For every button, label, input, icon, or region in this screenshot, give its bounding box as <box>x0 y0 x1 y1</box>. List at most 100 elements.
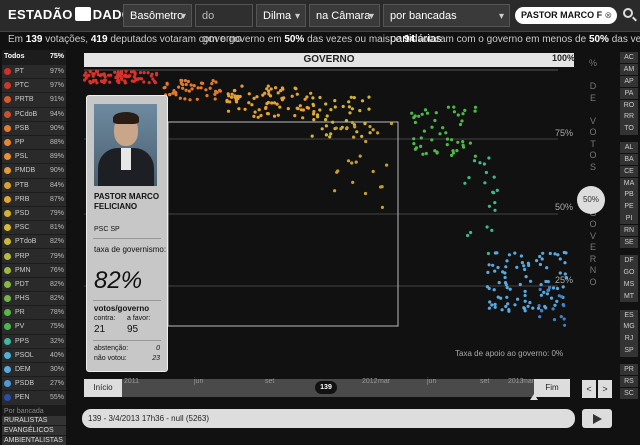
deputy-dot[interactable] <box>132 75 136 79</box>
deputy-dot[interactable] <box>452 110 456 114</box>
deputy-dot[interactable] <box>492 288 496 292</box>
deputy-dot[interactable] <box>493 201 497 205</box>
deputy-dot[interactable] <box>528 301 532 305</box>
deputy-dot[interactable] <box>348 111 352 115</box>
deputy-dot[interactable] <box>487 306 491 310</box>
state-item[interactable]: RS <box>620 375 638 387</box>
sidebar-item-all[interactable]: Todos 75% <box>2 50 66 65</box>
deputy-dot[interactable] <box>376 131 380 135</box>
deputy-dot[interactable] <box>469 230 473 235</box>
logo[interactable]: ESTADÃO DADOS <box>8 7 141 22</box>
deputy-dot[interactable] <box>541 251 545 255</box>
deputy-dot[interactable] <box>522 306 526 310</box>
deputy-dot[interactable] <box>195 97 199 101</box>
deputy-dot[interactable] <box>520 261 524 265</box>
deputy-dot[interactable] <box>358 154 362 158</box>
sidebar-item-bench[interactable]: RURALISTAS <box>2 415 66 425</box>
deputy-dot[interactable] <box>232 89 236 93</box>
deputy-dot[interactable] <box>142 80 146 84</box>
deputy-dot[interactable] <box>183 79 187 83</box>
deputy-dot[interactable] <box>491 263 495 267</box>
deputy-dot[interactable] <box>473 109 477 113</box>
deputy-dot[interactable] <box>563 261 567 265</box>
deputy-dot[interactable] <box>270 101 274 105</box>
state-item[interactable]: ES <box>620 309 638 321</box>
deputy-dot[interactable] <box>349 95 353 99</box>
deputy-dot[interactable] <box>410 111 414 115</box>
deputy-dot[interactable] <box>240 84 244 88</box>
deputy-dot[interactable] <box>333 189 337 193</box>
deputy-dot[interactable] <box>441 126 445 130</box>
timeline-end-marker-icon[interactable] <box>530 394 538 400</box>
deputy-dot[interactable] <box>243 107 247 111</box>
sidebar-item-party[interactable]: PTC 97% <box>2 79 66 93</box>
deputy-dot[interactable] <box>350 120 354 125</box>
deputy-dot[interactable] <box>94 69 99 73</box>
deputy-dot[interactable] <box>331 120 335 124</box>
deputy-dot[interactable] <box>523 293 527 298</box>
deputy-dot[interactable] <box>430 125 434 129</box>
deputy-dot[interactable] <box>253 110 257 114</box>
state-item[interactable]: CE <box>620 165 638 177</box>
deputy-dot[interactable] <box>269 87 273 91</box>
deputy-dot[interactable] <box>311 102 315 106</box>
deputy-dot[interactable] <box>355 130 359 134</box>
state-item[interactable]: MG <box>620 321 638 333</box>
deputy-dot[interactable] <box>235 94 239 99</box>
deputy-dot[interactable] <box>218 88 222 92</box>
deputy-dot[interactable] <box>555 299 559 303</box>
deputy-dot[interactable] <box>537 304 541 308</box>
deputy-dot[interactable] <box>91 80 95 84</box>
deputy-dot[interactable] <box>267 92 271 96</box>
sidebar-item-party[interactable]: PEN 55% <box>2 391 66 405</box>
deputy-dot[interactable] <box>87 73 91 77</box>
deputy-dot[interactable] <box>463 108 467 112</box>
deputy-dot[interactable] <box>513 303 517 307</box>
sidebar-item-party[interactable]: PV 75% <box>2 320 66 334</box>
deputy-dot[interactable] <box>508 287 512 291</box>
deputy-dot[interactable] <box>303 97 307 101</box>
deputy-dot[interactable] <box>252 114 256 118</box>
deputy-dot[interactable] <box>526 261 530 265</box>
deputy-dot[interactable] <box>505 259 509 263</box>
deputy-dot[interactable] <box>118 74 122 78</box>
chart-type-dropdown[interactable]: Basômetro ▾ <box>123 4 192 27</box>
deputy-dot[interactable] <box>127 75 131 79</box>
deputy-dot[interactable] <box>367 107 371 111</box>
play-icon[interactable] <box>582 409 612 428</box>
deputy-dot[interactable] <box>352 96 356 100</box>
deputy-dot[interactable] <box>116 70 120 74</box>
deputy-dot[interactable] <box>278 105 282 109</box>
deputy-dot[interactable] <box>237 107 241 111</box>
deputy-dot[interactable] <box>423 108 428 112</box>
deputy-dot[interactable] <box>516 297 520 301</box>
deputy-dot[interactable] <box>116 78 120 82</box>
deputy-dot[interactable] <box>259 113 263 118</box>
deputy-dot[interactable] <box>352 135 356 139</box>
deputy-dot[interactable] <box>196 86 200 90</box>
deputy-dot[interactable] <box>504 304 508 309</box>
deputy-dot[interactable] <box>280 98 284 102</box>
deputy-dot[interactable] <box>461 140 465 144</box>
deputy-dot[interactable] <box>179 81 183 85</box>
deputy-dot[interactable] <box>553 252 557 256</box>
deputy-dot[interactable] <box>276 113 280 117</box>
sidebar-item-party[interactable]: PRB 87% <box>2 192 66 206</box>
deputy-dot[interactable] <box>130 79 134 83</box>
deputy-dot[interactable] <box>102 73 106 77</box>
sidebar-item-party[interactable]: PP 88% <box>2 135 66 150</box>
state-item[interactable]: AC <box>620 52 638 64</box>
deputy-dot[interactable] <box>147 81 151 85</box>
deputy-dot[interactable] <box>456 140 460 144</box>
deputy-dot[interactable] <box>261 93 265 97</box>
state-item[interactable]: PR <box>620 363 638 376</box>
sidebar-item-party[interactable]: PSOL 40% <box>2 348 66 362</box>
deputy-dot[interactable] <box>290 94 294 98</box>
deputy-dot[interactable] <box>523 289 527 293</box>
deputy-dot[interactable] <box>181 86 185 90</box>
deputy-dot[interactable] <box>563 323 567 327</box>
deputy-dot[interactable] <box>522 264 526 268</box>
sidebar-item-party[interactable]: PMN 76% <box>2 263 66 277</box>
deputy-dot[interactable] <box>334 126 338 130</box>
state-item[interactable]: MS <box>620 279 638 291</box>
